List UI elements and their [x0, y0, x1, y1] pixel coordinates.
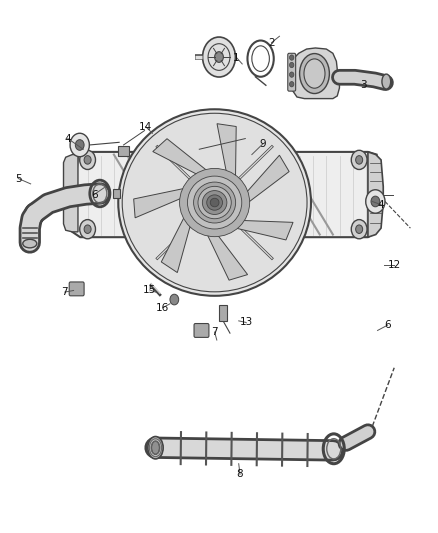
Circle shape — [80, 150, 95, 169]
Ellipse shape — [148, 437, 163, 459]
Polygon shape — [217, 124, 236, 185]
Circle shape — [356, 156, 363, 164]
FancyBboxPatch shape — [69, 282, 84, 296]
Circle shape — [356, 225, 363, 233]
Text: 7: 7 — [61, 287, 68, 297]
Ellipse shape — [202, 37, 236, 77]
Circle shape — [290, 62, 294, 68]
Circle shape — [290, 72, 294, 77]
Ellipse shape — [194, 182, 236, 223]
Text: 6: 6 — [91, 190, 98, 199]
Circle shape — [371, 196, 380, 207]
Text: 8: 8 — [237, 470, 244, 479]
Ellipse shape — [23, 239, 37, 248]
Ellipse shape — [202, 191, 227, 214]
Text: 4: 4 — [378, 200, 385, 209]
Polygon shape — [228, 220, 293, 240]
FancyBboxPatch shape — [288, 53, 296, 91]
Text: 3: 3 — [360, 80, 367, 90]
Polygon shape — [368, 152, 383, 237]
Ellipse shape — [122, 114, 307, 292]
Polygon shape — [153, 139, 213, 178]
Ellipse shape — [215, 52, 223, 62]
Text: 16: 16 — [156, 303, 170, 312]
Polygon shape — [72, 152, 377, 237]
Ellipse shape — [180, 168, 250, 237]
Text: 6: 6 — [384, 320, 391, 330]
Text: 4: 4 — [64, 134, 71, 143]
Circle shape — [351, 150, 367, 169]
Ellipse shape — [207, 195, 223, 210]
Ellipse shape — [118, 109, 311, 296]
Polygon shape — [204, 227, 247, 280]
Ellipse shape — [152, 441, 159, 454]
Text: 15: 15 — [143, 285, 156, 295]
Bar — [113, 189, 120, 198]
Text: 9: 9 — [259, 139, 266, 149]
Circle shape — [351, 220, 367, 239]
Text: 14: 14 — [139, 122, 152, 132]
Bar — [118, 146, 129, 156]
Bar — [219, 305, 227, 321]
Ellipse shape — [198, 187, 231, 219]
Ellipse shape — [300, 54, 329, 94]
Polygon shape — [161, 209, 192, 272]
Polygon shape — [64, 155, 78, 232]
Circle shape — [80, 220, 95, 239]
Circle shape — [366, 190, 385, 213]
Circle shape — [170, 294, 179, 305]
Circle shape — [290, 55, 294, 60]
Circle shape — [84, 225, 91, 233]
Text: 1: 1 — [233, 53, 240, 62]
FancyBboxPatch shape — [194, 324, 209, 337]
Ellipse shape — [210, 198, 219, 207]
Ellipse shape — [382, 74, 391, 89]
Ellipse shape — [304, 59, 325, 88]
Text: 5: 5 — [15, 174, 22, 183]
Circle shape — [290, 82, 294, 87]
Circle shape — [70, 133, 89, 157]
Ellipse shape — [187, 176, 242, 229]
Text: 2: 2 — [268, 38, 275, 47]
Polygon shape — [293, 48, 339, 99]
Polygon shape — [242, 155, 289, 207]
Polygon shape — [134, 187, 192, 218]
Text: 7: 7 — [211, 327, 218, 337]
Circle shape — [84, 156, 91, 164]
Text: 12: 12 — [388, 261, 401, 270]
Text: 13: 13 — [240, 318, 253, 327]
Circle shape — [75, 140, 84, 150]
